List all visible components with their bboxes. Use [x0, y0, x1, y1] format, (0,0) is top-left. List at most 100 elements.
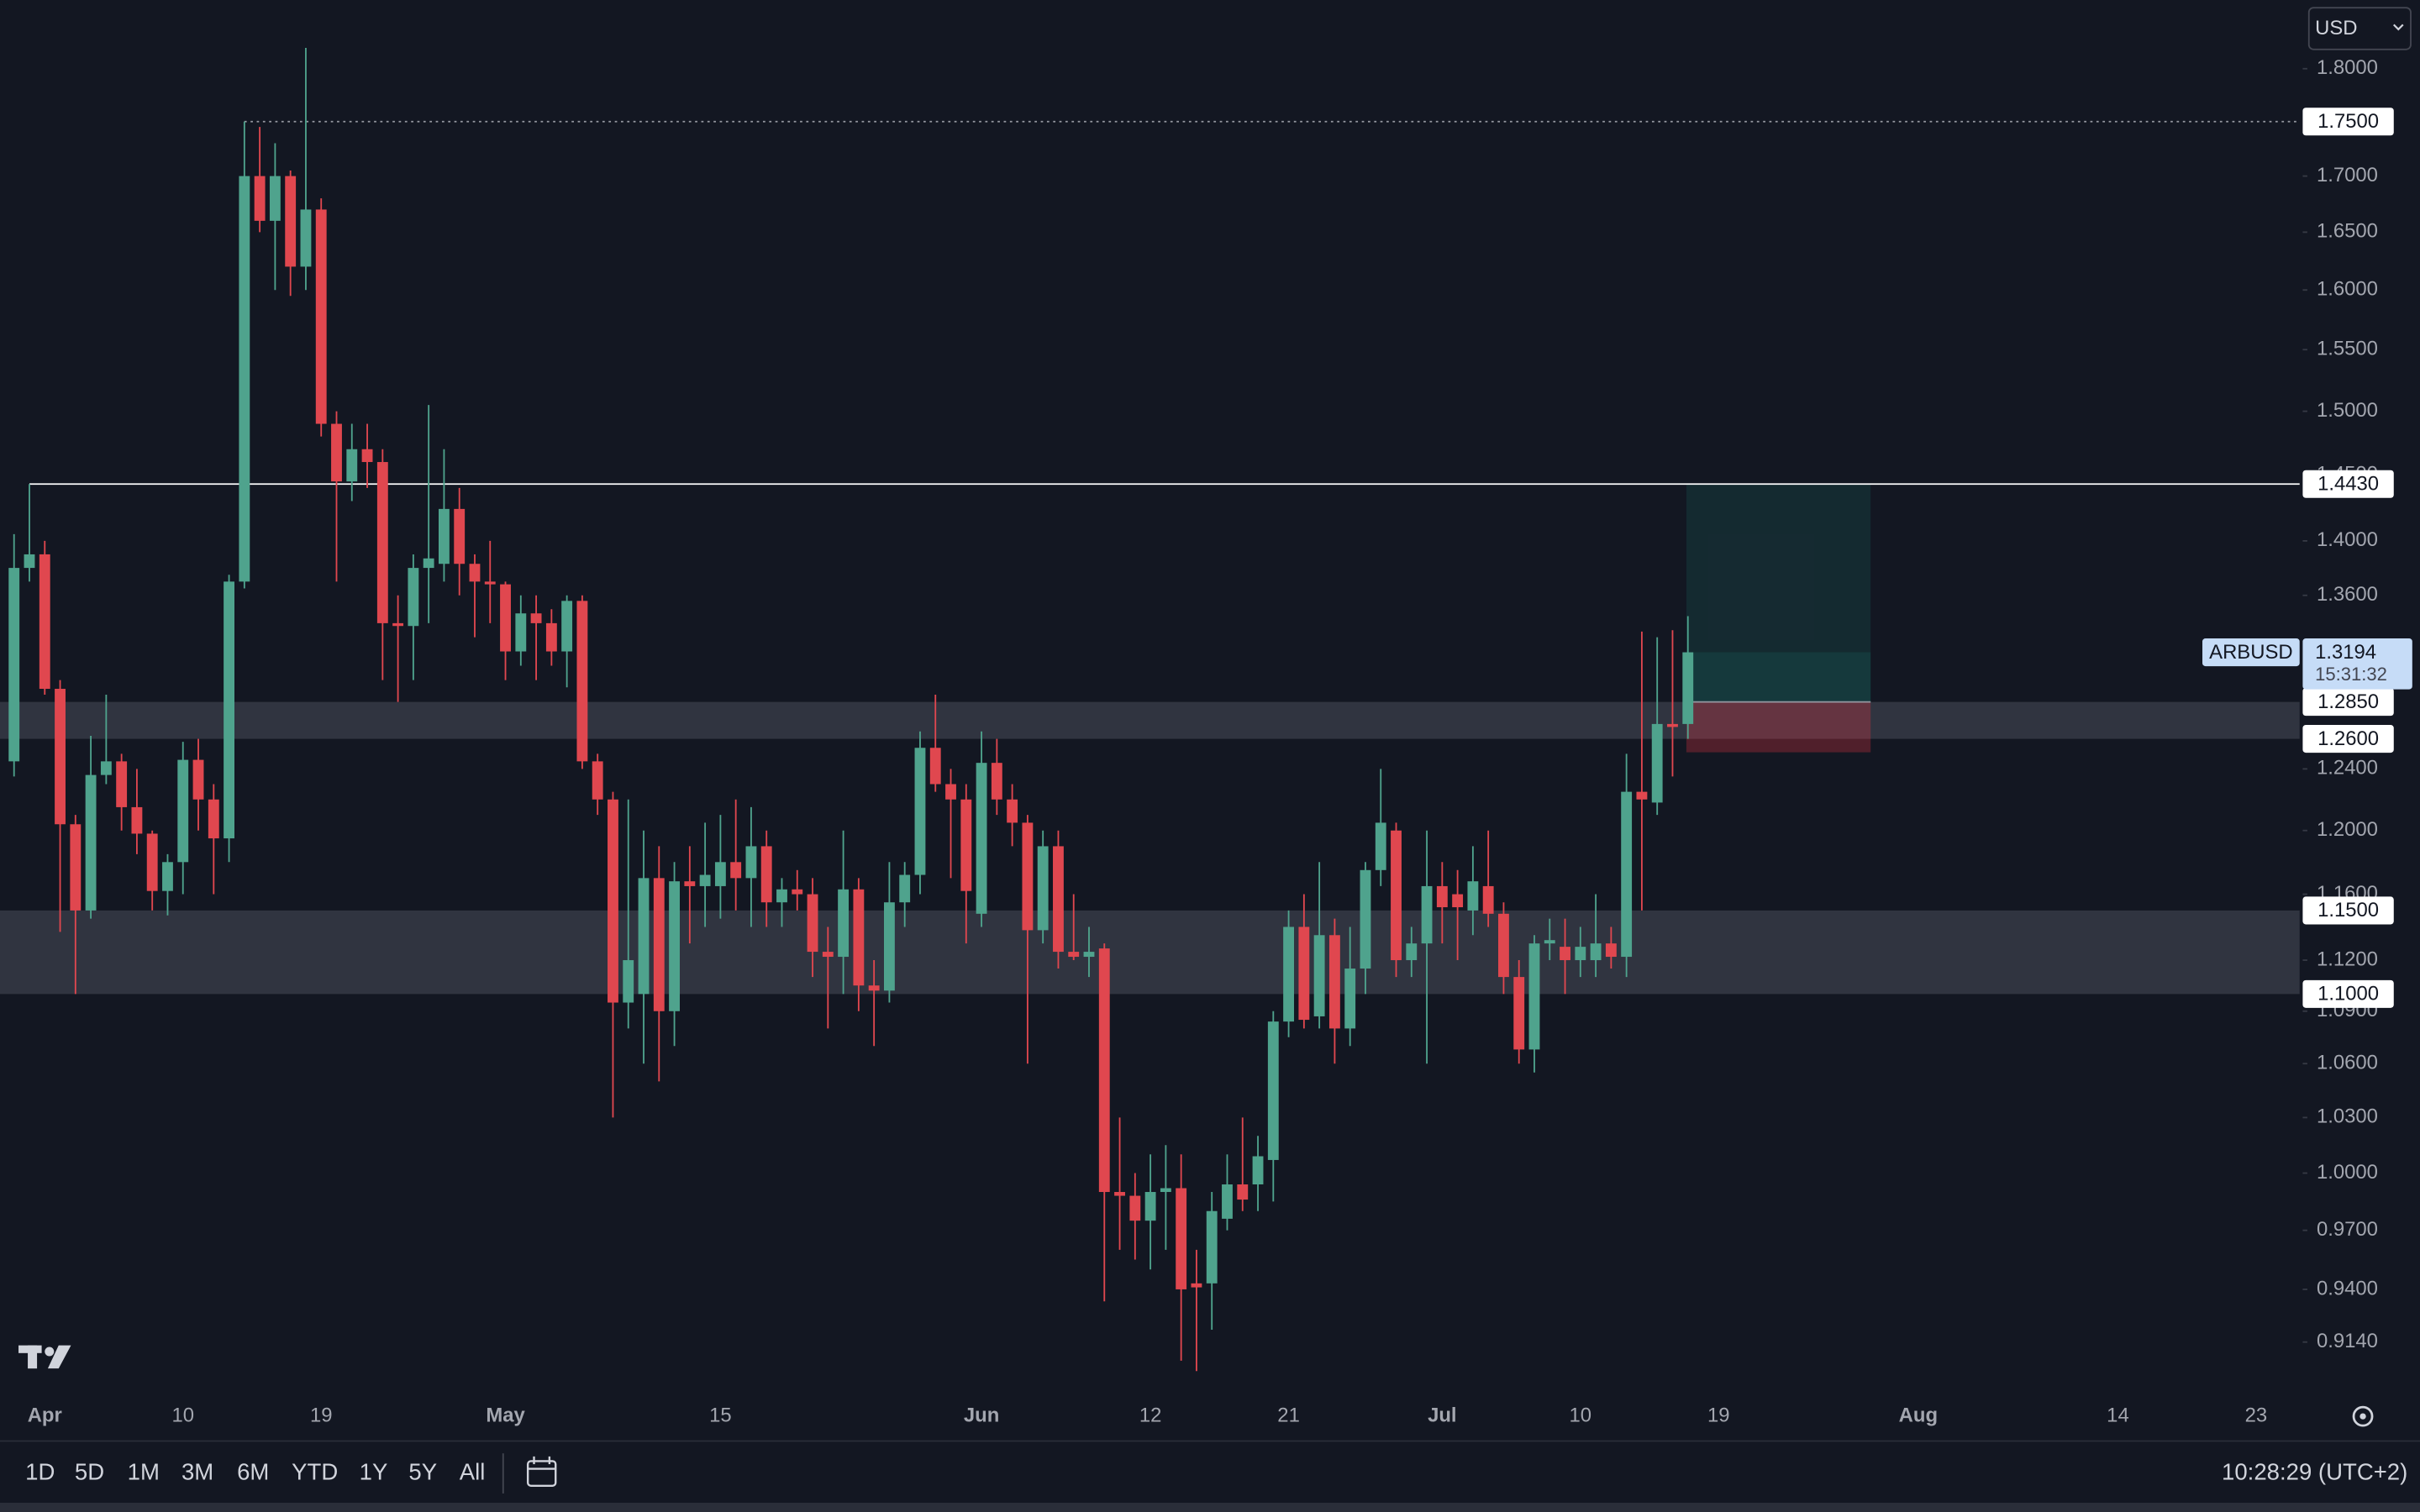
candle-body: [208, 799, 219, 839]
candle-body: [976, 763, 987, 914]
current-price: 1.3194: [2315, 641, 2376, 664]
range-button[interactable]: YTD: [292, 1458, 338, 1484]
candle-body: [1391, 830, 1402, 961]
candle-body: [714, 862, 726, 886]
candle-body: [500, 584, 511, 652]
x-tick-label: Apr: [28, 1404, 62, 1426]
candle-body: [1267, 1021, 1279, 1160]
x-tick-label: 10: [171, 1404, 194, 1426]
toolbar: 1D 5D 1M 3M 6M YTD 1Y 5Y All: [25, 1458, 485, 1484]
date-range-icon[interactable]: [526, 1456, 557, 1487]
y-tick-label: 0.9140: [2317, 1330, 2378, 1352]
candle-body: [1160, 1188, 1171, 1193]
range-button[interactable]: 6M: [237, 1458, 269, 1484]
x-tick-label: Aug: [1899, 1404, 1938, 1426]
price-label-box: [2302, 979, 2394, 1008]
position-tool: [1686, 484, 1871, 753]
candle-body: [699, 874, 711, 886]
range-button[interactable]: All: [460, 1458, 486, 1484]
candle-body: [177, 759, 189, 863]
bottom-strip: [0, 1502, 2420, 1512]
price-label: 1.2600: [2317, 727, 2379, 750]
x-tick-label: May: [486, 1404, 525, 1426]
candle-body: [945, 784, 956, 800]
candle-body: [1283, 927, 1295, 1022]
y-tick-label: 1.5000: [2317, 399, 2378, 422]
candle-body: [1022, 822, 1034, 931]
candle-body: [146, 833, 158, 891]
price-label-box: [2302, 896, 2394, 925]
candle-body: [623, 960, 634, 1003]
price-label: 1.7500: [2317, 110, 2379, 133]
candle-body: [914, 748, 926, 875]
candle-body: [638, 878, 650, 995]
price-label-box: [2302, 688, 2394, 717]
zone: [0, 701, 2300, 739]
candle-body: [653, 878, 665, 1011]
loss-zone: [1686, 701, 1871, 753]
candle-body: [1144, 1192, 1156, 1221]
candle-body: [1590, 943, 1602, 961]
candle-body: [423, 558, 434, 569]
currency-select[interactable]: [2307, 7, 2412, 50]
range-button[interactable]: 5Y: [408, 1458, 437, 1484]
candle-body: [1406, 943, 1418, 961]
y-tick-label: 1.6000: [2317, 278, 2378, 301]
candle-body: [1098, 948, 1110, 1193]
range-button[interactable]: 1Y: [360, 1458, 388, 1484]
candle-body: [1114, 1192, 1125, 1196]
candle-body: [730, 862, 742, 879]
settings-icon[interactable]: [2352, 1405, 2374, 1427]
y-tick-label: 1.2400: [2317, 757, 2378, 780]
candle-body: [1621, 791, 1633, 958]
price-label: 1.4430: [2317, 472, 2379, 495]
candle-body: [929, 748, 941, 785]
range-button[interactable]: 1D: [25, 1458, 55, 1484]
countdown: 15:31:32: [2315, 664, 2387, 685]
price-labels: 1.7500 1.4430 1.2850 1.2600 1.1500 1.1000 1.31…: [2202, 108, 2412, 1008]
open-profit: [1686, 652, 1871, 702]
y-tick-label: 1.4000: [2317, 528, 2378, 551]
candle-body: [1667, 723, 1678, 727]
candle-body: [1513, 977, 1525, 1050]
candle-body: [1313, 935, 1325, 1016]
candle-body: [530, 613, 542, 623]
candle-body: [85, 774, 97, 911]
y-tick-label: 1.3600: [2317, 583, 2378, 606]
candle-body: [315, 209, 327, 424]
candle-body: [1651, 723, 1663, 803]
candle-body: [1421, 885, 1433, 944]
zones: [0, 701, 2300, 995]
range-button[interactable]: 1M: [128, 1458, 160, 1484]
candle-body: [1436, 885, 1448, 908]
candle-body: [515, 613, 527, 652]
candles: [8, 48, 1694, 1372]
candle-body: [592, 761, 603, 800]
symbol-label: ARBUSD: [2209, 641, 2292, 664]
candle-body: [545, 622, 557, 652]
candle-body: [853, 889, 865, 986]
candle-body: [100, 761, 112, 775]
candle-body: [408, 568, 419, 627]
candle-body: [760, 846, 772, 903]
candle-body: [254, 176, 266, 221]
chevron: [2392, 24, 2404, 31]
candle-body: [561, 601, 573, 652]
levels: [29, 120, 2300, 486]
current-price-box: [2302, 638, 2412, 690]
candle-body: [39, 554, 50, 690]
candle-body: [991, 763, 1002, 800]
currency-text: USD: [2315, 17, 2357, 39]
candle-body: [1682, 652, 1694, 724]
candle-body: [239, 176, 250, 582]
candle-body: [1360, 869, 1371, 969]
candle-body: [1544, 940, 1555, 944]
range-button[interactable]: 5D: [75, 1458, 104, 1484]
range-button[interactable]: 3M: [182, 1458, 213, 1484]
candle-body: [285, 176, 297, 267]
candle-body: [1575, 947, 1586, 961]
candle-body: [8, 568, 20, 762]
x-tick-label: 23: [2245, 1404, 2268, 1426]
price-label-box: [2302, 725, 2394, 753]
candle-body: [346, 449, 358, 482]
